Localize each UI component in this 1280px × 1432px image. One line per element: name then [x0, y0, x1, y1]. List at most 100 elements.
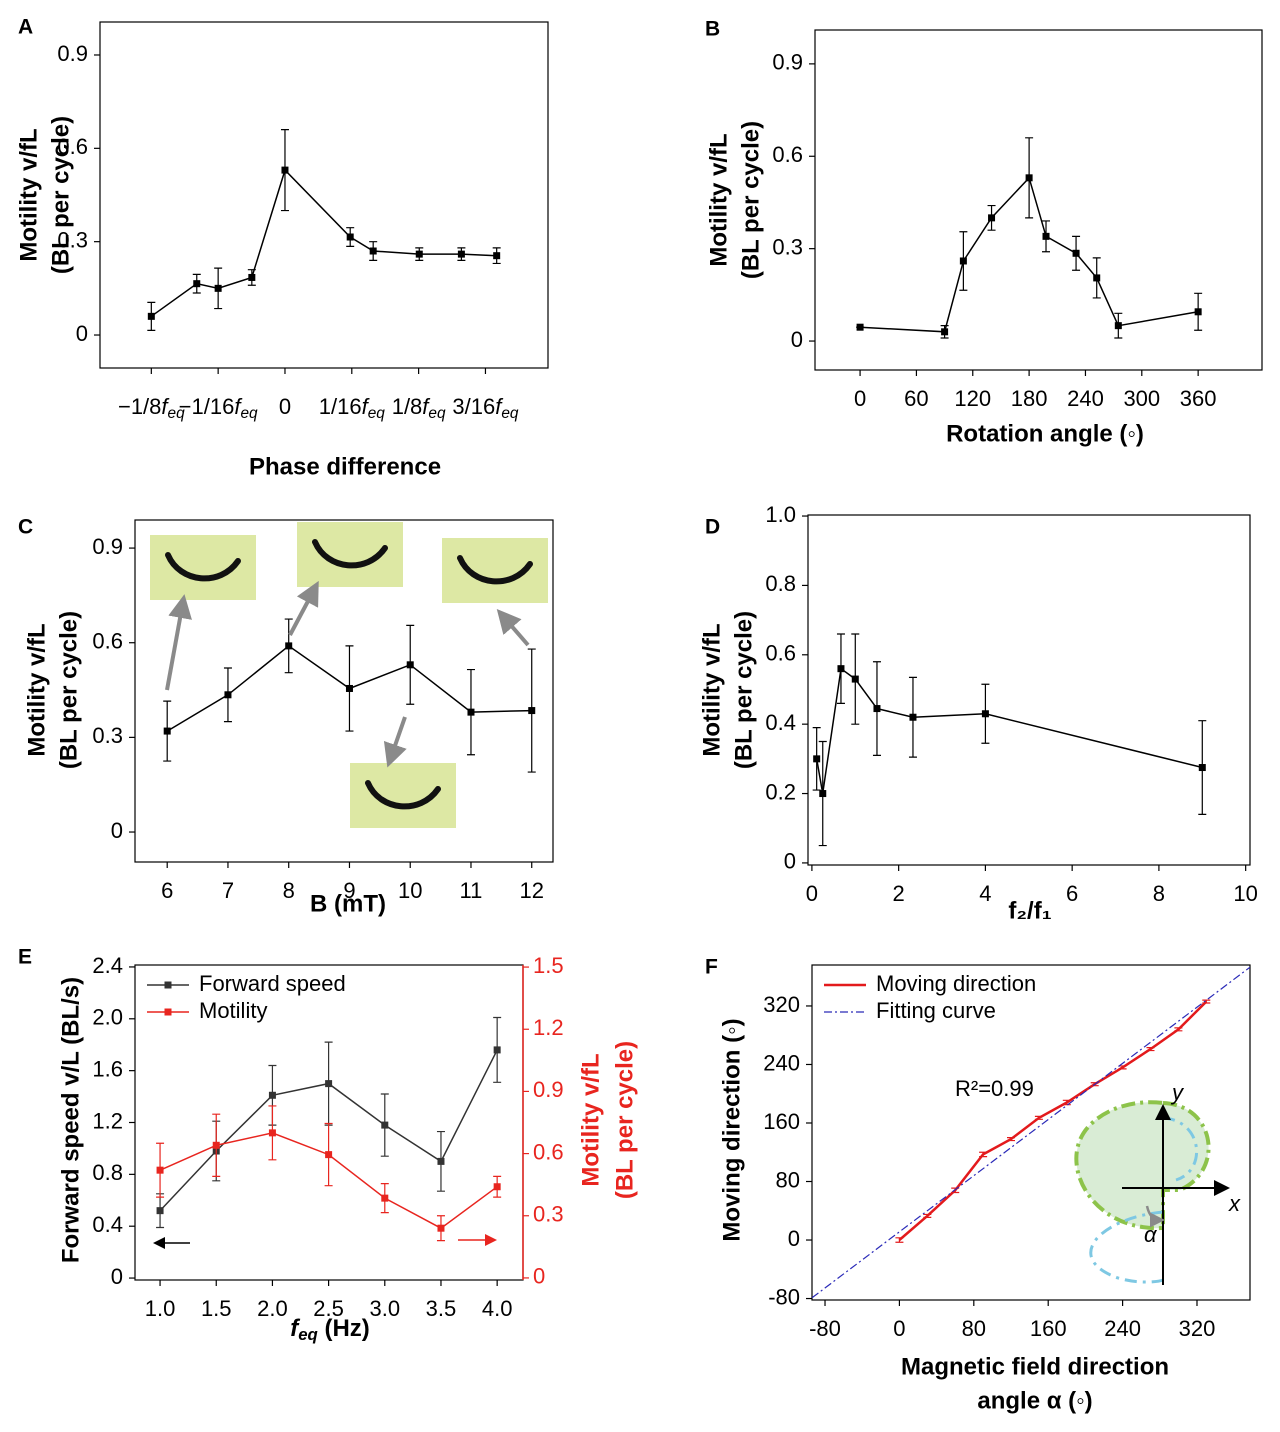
x-tick-label: 6 [161, 878, 173, 903]
annotation: R²=0.99 [955, 1076, 1034, 1101]
x-tick-label: 320 [1179, 1316, 1216, 1341]
marker [325, 1080, 333, 1088]
marker [909, 713, 917, 721]
y-axis-title: (BL per cycle) [47, 116, 74, 274]
marker [1114, 322, 1122, 330]
marker [147, 312, 155, 320]
marker [268, 1091, 276, 1099]
inset-arrow [288, 580, 319, 636]
y2-axis-title: (BL per cycle) [611, 1041, 638, 1199]
x-axis-title: Rotation angle (◦) [946, 420, 1144, 447]
marker [325, 1151, 333, 1159]
x-tick-label: 2.5 [313, 1296, 344, 1321]
x-tick-label: 0 [806, 881, 818, 906]
x-tick-label: 160 [1030, 1316, 1067, 1341]
error-bar [1174, 1027, 1183, 1032]
inset-worm [312, 539, 388, 569]
y-tick-label: 0.6 [765, 641, 796, 666]
y-tick-label: 0 [784, 849, 796, 874]
y-axis-title: Moving direction (◦) [718, 1018, 745, 1241]
x-tick-label: 2 [893, 881, 905, 906]
inset-photo [442, 538, 548, 603]
marker [493, 252, 501, 260]
inset-label: α [1144, 1222, 1158, 1247]
inset-photo [297, 522, 403, 587]
y-tick-label: 0 [111, 1264, 123, 1289]
inset-region [1074, 1100, 1211, 1231]
y-axis-title: Motility v/fL [705, 133, 732, 266]
marker [281, 166, 289, 174]
x-tick-label: 4.0 [482, 1296, 513, 1321]
marker [248, 273, 256, 281]
inset-label: x [1228, 1191, 1241, 1216]
marker [193, 280, 201, 288]
marker [988, 214, 996, 222]
y2-axis-title: Motility v/fL [577, 1053, 604, 1186]
inset-photo [350, 763, 456, 828]
y2-tick-label: 0.6 [533, 1139, 564, 1164]
x-tick-label: 3.5 [426, 1296, 457, 1321]
marker [1072, 249, 1080, 257]
x-axis-title: angle α (◦) [977, 1387, 1092, 1414]
marker [851, 675, 859, 683]
x-tick-label: 120 [954, 386, 991, 411]
y-tick-label: 0 [111, 818, 123, 843]
marker [1025, 174, 1033, 182]
legend-marker [164, 981, 172, 989]
marker [467, 708, 475, 716]
y2-tick-label: 0.9 [533, 1077, 564, 1102]
marker [268, 1129, 276, 1137]
marker [369, 247, 377, 255]
y-tick-label: 0.8 [765, 571, 796, 596]
plot-frame [134, 519, 554, 863]
x-tick-label: 240 [1067, 386, 1104, 411]
inset-photo [150, 535, 256, 600]
marker [437, 1157, 445, 1165]
x-axis-title: B (mT) [310, 890, 386, 917]
x-tick-label: 0 [893, 1316, 905, 1341]
y-tick-label: 0.9 [772, 50, 803, 75]
marker [285, 642, 293, 650]
y-tick-label: 0.9 [57, 41, 88, 66]
inset-angle [1145, 1205, 1165, 1228]
marker [345, 684, 353, 692]
x-tick-label: 180 [1011, 386, 1048, 411]
x-tick-label: 6 [1066, 881, 1078, 906]
x-tick-label: 1.0 [145, 1296, 176, 1321]
marker [493, 1183, 501, 1191]
y-tick-label: 0.4 [765, 710, 796, 735]
marker [819, 790, 827, 798]
marker [156, 1166, 164, 1174]
error-bar [1146, 1047, 1155, 1052]
marker [493, 1046, 501, 1054]
series-line [815, 667, 1203, 794]
x-tick-label: 300 [1123, 386, 1160, 411]
x-tick-label: 7 [222, 878, 234, 903]
marker [381, 1194, 389, 1202]
y-tick-label: 1.2 [92, 1108, 123, 1133]
error-bar [979, 1151, 988, 1158]
y2-tick-label: 0 [533, 1264, 545, 1289]
x-tick-label: 8 [283, 878, 295, 903]
x-tick-label: 2.0 [257, 1296, 288, 1321]
x-tick-label: 4 [979, 881, 991, 906]
y-axis-title: Motility v/fL [698, 623, 725, 756]
series-line [812, 966, 1250, 1299]
plot-frame [814, 29, 1263, 371]
y-axis-title: (BL per cycle) [55, 611, 82, 769]
legend-label: Motility [199, 998, 267, 1023]
marker [981, 710, 989, 718]
x-tick-label: 3.0 [369, 1296, 400, 1321]
y-axis-title: Motility v/fL [15, 128, 42, 261]
inset-worm [165, 552, 241, 582]
marker [1198, 764, 1206, 772]
marker [457, 250, 465, 258]
x-tick-label: 10 [398, 878, 422, 903]
y2-tick-label: 0.3 [533, 1202, 564, 1227]
marker [959, 257, 967, 265]
marker [224, 691, 232, 699]
x-tick-label: 240 [1104, 1316, 1141, 1341]
x-axis-title: Phase difference [249, 453, 441, 480]
marker [941, 328, 949, 336]
